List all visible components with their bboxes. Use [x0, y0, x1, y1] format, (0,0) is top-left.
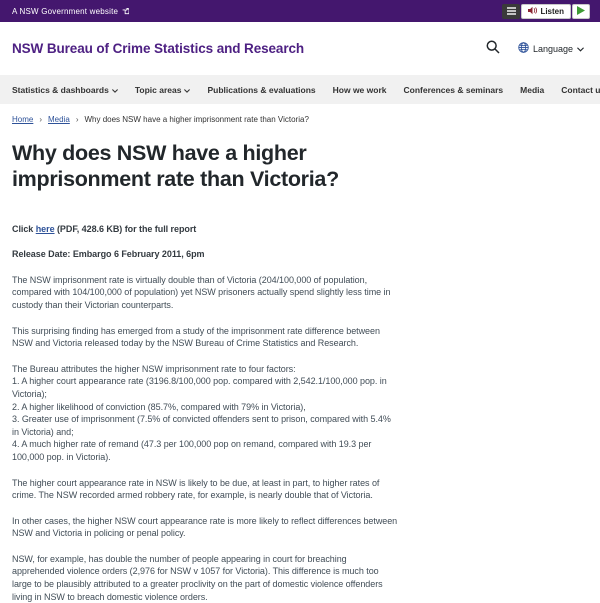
topbar-label: A NSW Government website: [12, 6, 119, 16]
nav-item-label: How we work: [332, 84, 387, 95]
nav-item-publications-evaluations[interactable]: Publications & evaluations: [207, 85, 315, 95]
nav-item-how-we-work[interactable]: How we work: [333, 85, 387, 95]
nav-item-label: Publications & evaluations: [207, 84, 316, 95]
report-link-prefix: Click: [12, 223, 36, 234]
factor-item: 1. A higher court appearance rate (3196.…: [12, 376, 387, 399]
release-date: Release Date: Embargo 6 February 2011, 6…: [12, 249, 205, 260]
nav-item-topic-areas[interactable]: Topic areas: [135, 85, 191, 95]
language-button[interactable]: Language: [518, 42, 584, 55]
site-title[interactable]: NSW Bureau of Crime Statistics and Resea…: [12, 41, 305, 56]
report-pdf-link[interactable]: here: [35, 223, 55, 234]
chevron-down-icon: [111, 85, 118, 95]
factor-item: 2. A higher likelihood of conviction (85…: [12, 401, 306, 412]
chevron-down-icon: [184, 85, 191, 95]
search-icon: [486, 40, 500, 57]
nav-item-label: Topic areas: [134, 84, 182, 95]
breadcrumb-separator-icon: ›: [75, 114, 79, 124]
masthead-actions: Language: [486, 40, 584, 57]
language-label: Language: [532, 43, 573, 54]
globe-icon: [518, 42, 529, 55]
paragraph: The NSW imprisonment rate is virtually d…: [12, 274, 391, 310]
nav-item-conferences-seminars[interactable]: Conferences & seminars: [403, 85, 503, 95]
breadcrumb-media-link[interactable]: Media: [48, 115, 70, 124]
nav-item-label: Conferences & seminars: [403, 84, 504, 95]
paragraph: The higher court appearance rate in NSW …: [12, 477, 380, 501]
page-title: Why does NSW have a higher imprisonment …: [12, 141, 339, 191]
report-link-suffix: (PDF, 428.6 KB) for the full report: [54, 223, 197, 234]
play-icon: [577, 2, 585, 20]
masthead: NSW Bureau of Crime Statistics and Resea…: [0, 22, 600, 75]
breadcrumb: Home › Media › Why does NSW have a highe…: [0, 104, 600, 124]
report-link-line: Click here (PDF, 428.6 KB) for the full …: [12, 223, 398, 236]
factor-item: 3. Greater use of imprisonment (7.5% of …: [12, 414, 391, 437]
listen-button[interactable]: Listen: [521, 3, 571, 19]
breadcrumb-current-page: Why does NSW have a higher imprisonment …: [84, 115, 309, 124]
government-site-link[interactable]: A NSW Government website: [12, 6, 130, 16]
paragraph: This surprising finding has emerged from…: [12, 325, 380, 349]
speaker-icon: [528, 6, 538, 17]
paragraph: NSW, for example, has double the number …: [12, 553, 383, 602]
nav-item-label: Contact us: [561, 84, 600, 95]
government-topbar: A NSW Government website Listen: [0, 0, 600, 22]
nav-item-contact-us[interactable]: Contact us: [561, 85, 600, 95]
nav-item-media[interactable]: Media: [520, 85, 544, 95]
chevron-down-icon: [577, 44, 584, 54]
search-button[interactable]: [486, 40, 500, 57]
factors-intro: The Bureau attributes the higher NSW imp…: [12, 363, 296, 374]
nav-item-label: Media: [520, 84, 545, 95]
nav-item-statistics-dashboards[interactable]: Statistics & dashboards: [12, 85, 118, 95]
primary-nav: Statistics & dashboards Topic areas Publ…: [0, 75, 600, 104]
listen-play-button[interactable]: [572, 2, 590, 20]
listen-widget: Listen: [502, 2, 590, 20]
factor-item: 4. A much higher rate of remand (47.3 pe…: [12, 439, 372, 462]
external-link-icon: [122, 7, 130, 15]
listen-menu-button[interactable]: [502, 2, 521, 20]
factors-list: The Bureau attributes the higher NSW imp…: [12, 363, 398, 464]
article-content: Why does NSW have a higher imprisonment …: [0, 141, 410, 603]
breadcrumb-home-link[interactable]: Home: [12, 115, 34, 124]
listen-label: Listen: [540, 6, 564, 16]
breadcrumb-separator-icon: ›: [39, 114, 43, 124]
paragraph: In other cases, the higher NSW court app…: [12, 515, 398, 539]
hamburger-icon: [506, 2, 516, 20]
nav-item-label: Statistics & dashboards: [12, 84, 109, 95]
